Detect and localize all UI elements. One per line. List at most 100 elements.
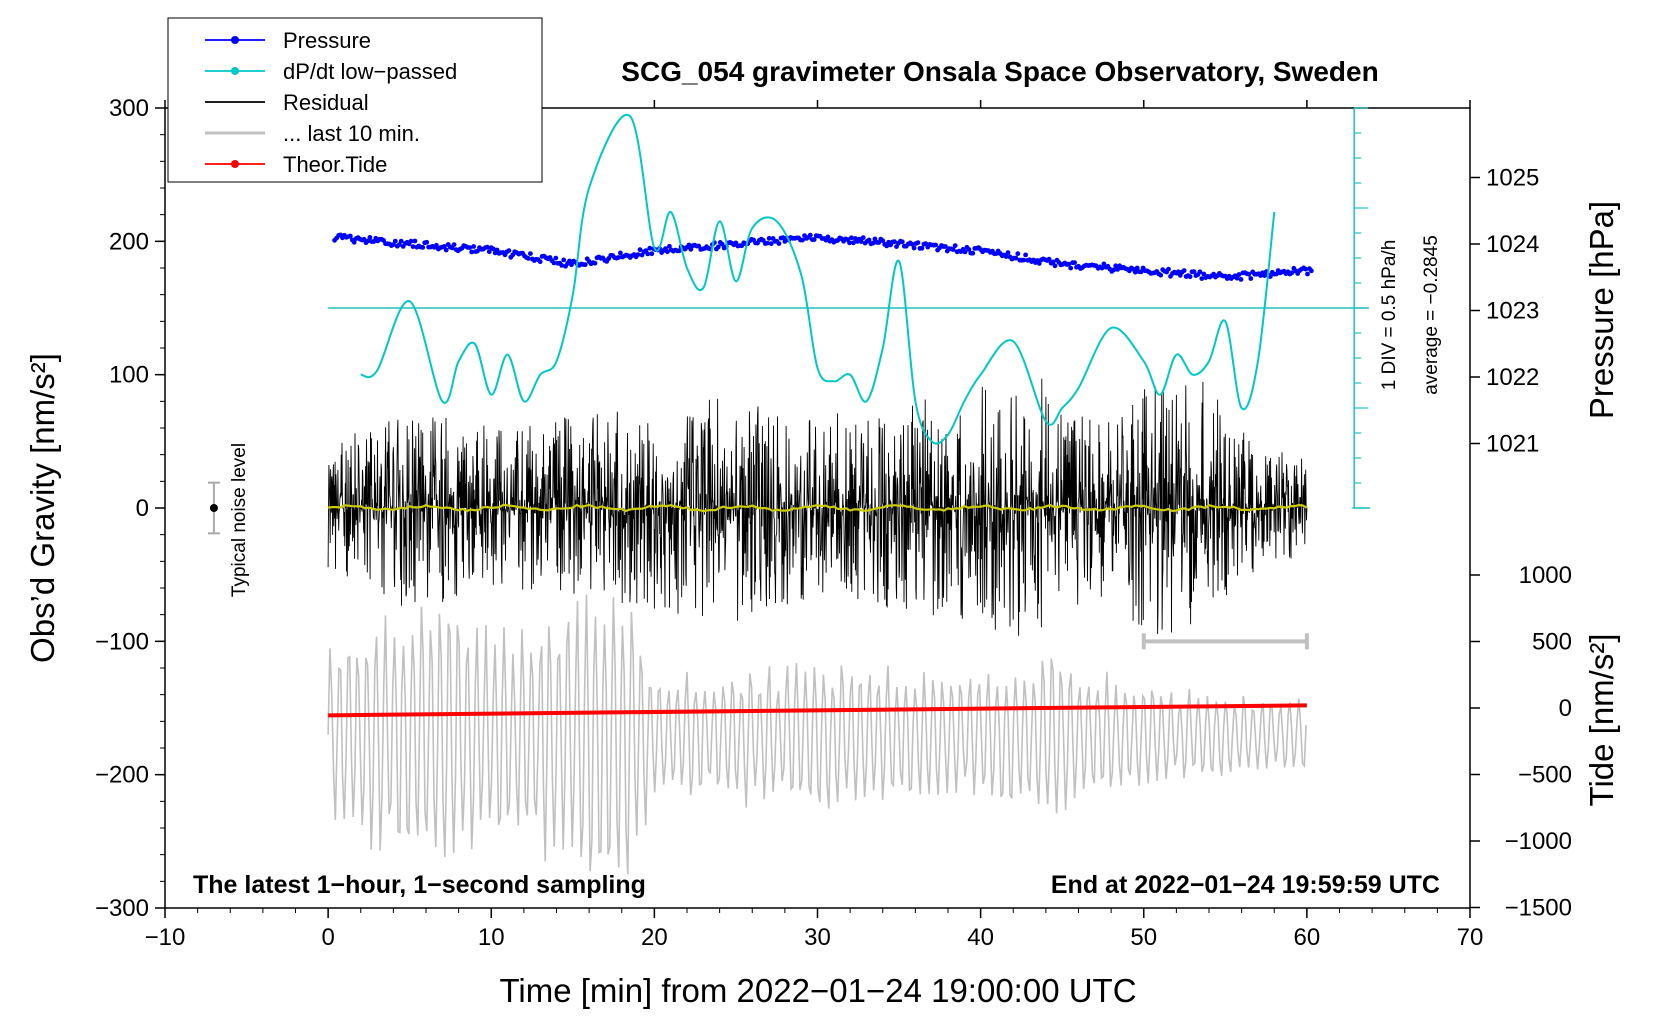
pressure-point	[553, 255, 559, 261]
x-tick-label: 40	[967, 924, 994, 951]
y-axis-label-pressure: Pressure [hPa]	[1583, 201, 1620, 419]
pressure-point	[676, 248, 682, 254]
x-axis-label: Time [min] from 2022−01−24 19:00:00 UTC	[499, 972, 1136, 1009]
tide-tick-label: 500	[1532, 629, 1572, 656]
pressure-point	[1115, 267, 1120, 272]
pressure-point	[1262, 273, 1267, 278]
pressure-point	[412, 238, 418, 244]
pressure-point	[398, 238, 404, 244]
tide-tick-label: −1500	[1505, 895, 1572, 922]
pressure-point	[469, 249, 475, 255]
pressure-point	[1191, 269, 1197, 274]
x-tick-label: 20	[641, 924, 668, 951]
pressure-point	[1072, 260, 1077, 265]
pressure-point	[909, 241, 915, 247]
pressure-point	[780, 235, 786, 241]
pressure-point	[1246, 271, 1252, 277]
series-pressure	[332, 232, 1314, 282]
chart-title: SCG_054 gravimeter Onsala Space Observat…	[621, 56, 1378, 87]
pressure-point	[1013, 255, 1019, 261]
pressure-point	[915, 240, 921, 246]
legend-marker	[231, 67, 239, 75]
pressure-point	[667, 243, 672, 249]
pressure-point	[1201, 271, 1207, 277]
pressure-point	[559, 263, 565, 268]
series-layer	[207, 107, 1371, 875]
pressure-point	[526, 256, 531, 261]
pressure-point	[1158, 272, 1164, 278]
pressure-point	[1015, 251, 1021, 257]
pressure-point	[1099, 265, 1105, 271]
pressure-point	[347, 233, 353, 239]
pressure-point	[582, 262, 588, 268]
pressure-point	[451, 242, 457, 248]
tide-tick-label: 1000	[1519, 562, 1572, 589]
series-theor-tide	[328, 703, 1307, 718]
legend-label: Pressure	[283, 28, 371, 53]
annotation-right-bottom: End at 2022−01−24 19:59:59 UTC	[1051, 871, 1440, 899]
pressure-point	[567, 258, 572, 264]
tide-tick-label: −500	[1518, 762, 1572, 789]
pressure-point	[825, 234, 831, 240]
pressure-point	[847, 240, 852, 246]
pressure-point	[434, 242, 439, 248]
pressure-point	[1023, 252, 1028, 258]
legend-label: Residual	[283, 90, 369, 115]
pressure-point	[1181, 268, 1187, 273]
pressure-point	[966, 247, 972, 252]
pressure-point	[471, 244, 476, 249]
pressure-point	[1111, 267, 1117, 273]
pressure-point	[367, 235, 373, 240]
y-tick-label: −100	[95, 628, 149, 655]
noise-label: Typical noise level	[229, 443, 250, 597]
pressure-point	[870, 240, 876, 246]
pressure-point	[962, 249, 968, 255]
pressure-point	[1248, 276, 1254, 281]
legend: Pressure dP/dt low−passed Residual ... last…	[167, 17, 543, 183]
pressure-point	[410, 244, 416, 250]
pressure-point	[441, 244, 447, 249]
pressure-point	[1066, 261, 1072, 267]
pressure-point	[1052, 263, 1058, 269]
pressure-point	[1134, 265, 1140, 271]
x-tick-label: 50	[1130, 924, 1157, 951]
pressure-tick-label: 1023	[1486, 298, 1539, 325]
pressure-point	[1113, 263, 1119, 269]
pressure-point	[551, 260, 557, 266]
y-tick-label: −200	[95, 762, 149, 789]
pressure-point	[616, 255, 621, 260]
pressure-point	[943, 244, 948, 249]
pressure-point	[420, 245, 426, 250]
series-residual	[327, 378, 1308, 636]
pressure-point	[618, 250, 623, 256]
pressure-point	[351, 239, 357, 245]
y-tick-label: 100	[109, 362, 149, 389]
pressure-point	[645, 251, 651, 257]
pressure-point	[933, 242, 938, 248]
pressure-point	[1003, 254, 1009, 259]
pressure-point	[688, 246, 694, 252]
pressure-point	[766, 235, 772, 241]
pressure-point	[1236, 272, 1242, 277]
pressure-point	[486, 249, 492, 255]
pressure-point	[776, 241, 782, 247]
y-axis-label-tide: Tide [nm/s²]	[1583, 634, 1620, 807]
pressure-point	[1166, 266, 1171, 272]
pressure-point	[800, 237, 805, 243]
pressure-point	[484, 244, 490, 250]
pressure-point	[860, 235, 866, 241]
y-tick-label: 300	[109, 95, 149, 122]
pressure-point	[635, 252, 641, 257]
pressure-point	[719, 241, 725, 247]
series-residual-mean	[327, 503, 1308, 513]
pressure-tick-label: 1025	[1486, 165, 1539, 192]
pressure-point	[911, 245, 917, 251]
pressure-point	[768, 241, 774, 247]
pressure-point	[880, 238, 886, 244]
pressure-point	[1305, 271, 1310, 277]
y-tick-label: −300	[95, 895, 149, 922]
annotation-left-bottom: The latest 1−hour, 1−second sampling	[193, 871, 646, 899]
legend-label: ... last 10 min.	[283, 121, 420, 146]
pressure-point	[1036, 261, 1042, 266]
